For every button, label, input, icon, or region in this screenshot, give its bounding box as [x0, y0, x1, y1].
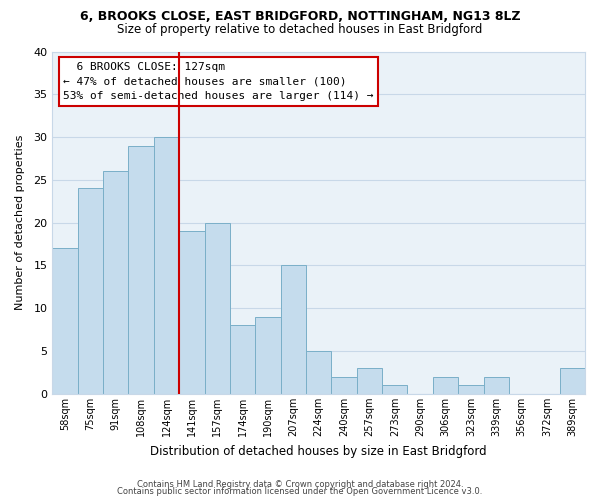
- Bar: [382, 386, 407, 394]
- Bar: [103, 172, 128, 394]
- Bar: [230, 326, 255, 394]
- Text: Contains HM Land Registry data © Crown copyright and database right 2024.: Contains HM Land Registry data © Crown c…: [137, 480, 463, 489]
- Bar: [179, 232, 205, 394]
- Bar: [154, 137, 179, 394]
- Bar: [128, 146, 154, 394]
- Bar: [306, 351, 331, 394]
- Text: 6, BROOKS CLOSE, EAST BRIDGFORD, NOTTINGHAM, NG13 8LZ: 6, BROOKS CLOSE, EAST BRIDGFORD, NOTTING…: [80, 10, 520, 23]
- Text: Contains public sector information licensed under the Open Government Licence v3: Contains public sector information licen…: [118, 487, 482, 496]
- Bar: [484, 377, 509, 394]
- Bar: [433, 377, 458, 394]
- Bar: [52, 248, 77, 394]
- Bar: [205, 222, 230, 394]
- Text: Size of property relative to detached houses in East Bridgford: Size of property relative to detached ho…: [118, 22, 482, 36]
- Bar: [560, 368, 585, 394]
- Bar: [331, 377, 357, 394]
- Bar: [77, 188, 103, 394]
- X-axis label: Distribution of detached houses by size in East Bridgford: Distribution of detached houses by size …: [151, 444, 487, 458]
- Bar: [281, 266, 306, 394]
- Y-axis label: Number of detached properties: Number of detached properties: [15, 135, 25, 310]
- Bar: [458, 386, 484, 394]
- Bar: [357, 368, 382, 394]
- Bar: [255, 317, 281, 394]
- Text: 6 BROOKS CLOSE: 127sqm
← 47% of detached houses are smaller (100)
53% of semi-de: 6 BROOKS CLOSE: 127sqm ← 47% of detached…: [63, 62, 373, 102]
